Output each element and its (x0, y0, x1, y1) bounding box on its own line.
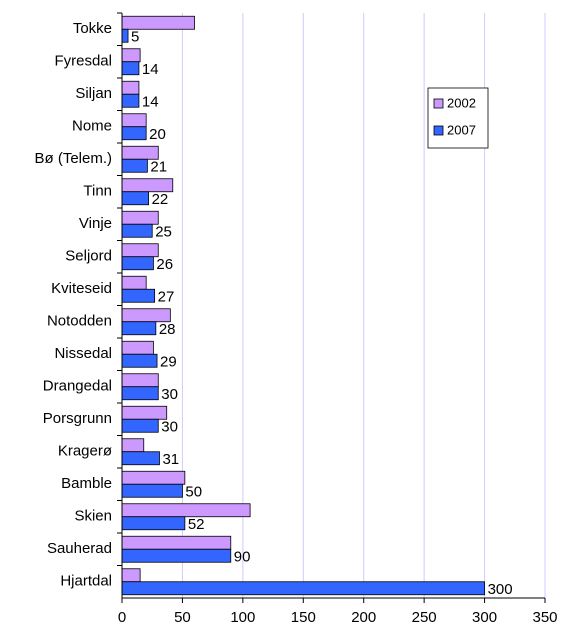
x-tick-label: 50 (174, 609, 191, 626)
y-tick-label: Kviteseid (51, 280, 112, 297)
bar (121, 93, 140, 108)
bar (121, 340, 154, 355)
x-tick-label: 0 (118, 609, 126, 626)
x-tick-label: 200 (351, 609, 376, 626)
x-tick-label: 100 (230, 609, 255, 626)
bar (121, 548, 232, 563)
data-label: 21 (150, 159, 167, 176)
y-tick-label: Notodden (47, 313, 112, 330)
data-label: 20 (149, 126, 166, 143)
y-tick-label: Tinn (83, 183, 112, 200)
legend-swatch (433, 125, 444, 136)
y-tick-label: Sauherad (47, 540, 112, 557)
bar (121, 321, 157, 336)
data-label: 22 (152, 191, 169, 208)
data-label: 27 (158, 289, 175, 306)
y-tick-label: Skien (74, 508, 112, 525)
bar (121, 178, 174, 193)
data-label: 25 (155, 224, 172, 241)
bar (121, 535, 232, 550)
bar (121, 308, 171, 323)
bar (121, 191, 149, 206)
bar (121, 145, 159, 160)
y-tick-label: Vinje (79, 215, 112, 232)
legend-swatch (433, 98, 444, 109)
x-tick-label: 350 (532, 609, 557, 626)
bar (121, 158, 148, 173)
y-tick-label: Bø (Telem.) (34, 150, 112, 167)
data-label: 26 (156, 256, 173, 273)
bar (121, 451, 160, 466)
bar (121, 418, 159, 433)
data-label: 30 (161, 419, 178, 436)
bar (121, 210, 159, 225)
bar (121, 386, 159, 401)
y-tick-label: Siljan (75, 85, 112, 102)
y-tick-label: Drangedal (43, 378, 112, 395)
data-label: 50 (185, 484, 202, 501)
legend-label: 2007 (447, 122, 476, 137)
data-label: 30 (161, 386, 178, 403)
y-tick-label: Kragerø (58, 443, 112, 460)
data-label: 14 (142, 94, 159, 111)
y-tick-label: Nissedal (54, 345, 112, 362)
data-label: 300 (488, 581, 513, 598)
legend-label: 2002 (447, 95, 476, 110)
bar (121, 15, 195, 30)
bar (121, 470, 186, 485)
y-tick-label: Seljord (65, 248, 112, 265)
bar (121, 483, 183, 498)
bar (121, 61, 140, 76)
data-label: 31 (162, 451, 179, 468)
y-tick-label: Bamble (61, 475, 112, 492)
bar (121, 256, 154, 271)
bar (121, 113, 147, 128)
bar (121, 353, 158, 368)
data-label: 90 (234, 549, 251, 566)
bar (121, 126, 147, 141)
bar (121, 503, 251, 518)
data-label: 29 (160, 354, 177, 371)
data-label: 28 (159, 321, 176, 338)
y-tick-label: Tokke (73, 20, 112, 37)
bar (121, 288, 156, 303)
data-label: 52 (188, 516, 205, 533)
bar (121, 28, 129, 43)
legend-box (427, 87, 489, 149)
bar (121, 243, 159, 258)
bar (121, 80, 140, 95)
bar (121, 373, 159, 388)
bar (121, 48, 141, 63)
bar (121, 581, 485, 596)
data-label: 14 (142, 61, 159, 78)
x-tick-label: 250 (412, 609, 437, 626)
x-tick-label: 150 (291, 609, 316, 626)
bar (121, 223, 153, 238)
y-tick-label: Nome (72, 118, 112, 135)
y-tick-label: Porsgrunn (43, 410, 112, 427)
bar (121, 405, 168, 420)
x-tick-label: 300 (472, 609, 497, 626)
bar (121, 438, 145, 453)
bar (121, 568, 141, 583)
bar (121, 516, 186, 531)
data-label: 5 (131, 29, 139, 46)
y-tick-label: Hjartdal (60, 573, 112, 590)
bar (121, 275, 147, 290)
y-tick-label: Fyresdal (54, 53, 112, 70)
